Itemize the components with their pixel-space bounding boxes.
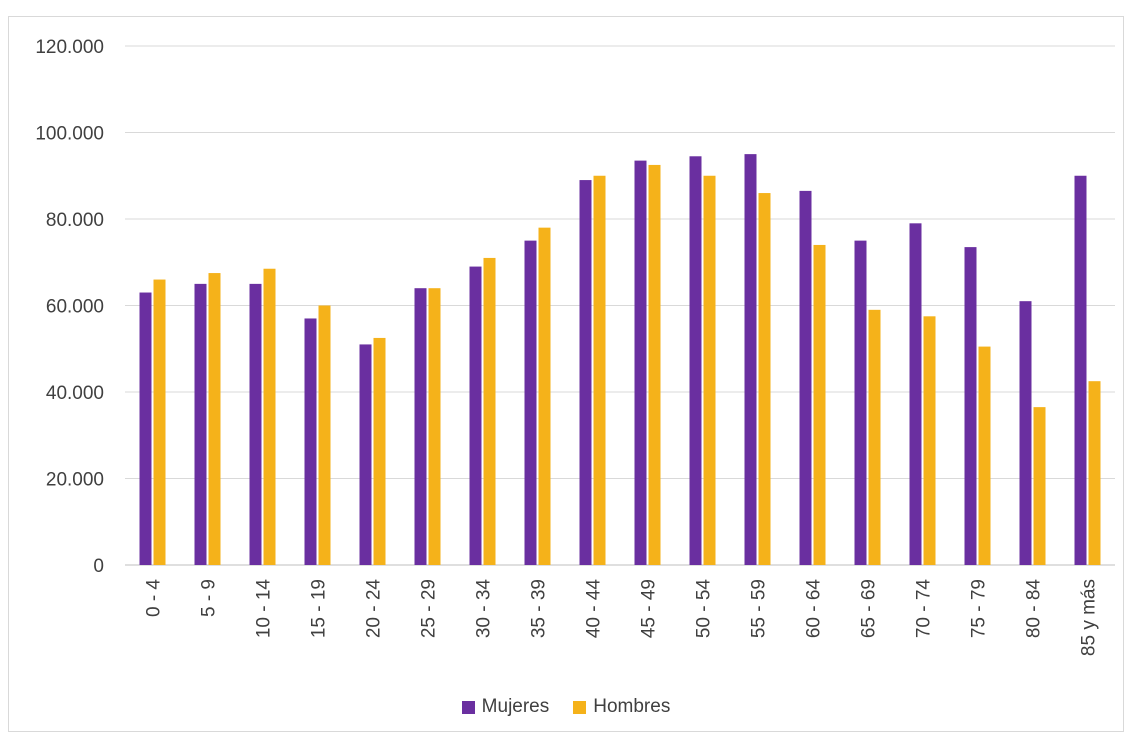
bar-mujeres [909,223,922,565]
bar-mujeres [744,154,757,565]
bar-hombres [868,309,881,565]
bar-hombres [1088,381,1101,565]
bar-hombres [428,288,441,565]
bar-mujeres [139,292,152,565]
x-tick-label: 70 - 74 [914,579,935,639]
legend-swatch-hombres [573,700,587,714]
x-tick-label: 80 - 84 [1024,579,1045,639]
y-tick-label: 80.000 [46,210,104,231]
bar-hombres [538,227,551,565]
legend-label-mujeres: Mujeres [481,696,550,717]
x-tick-label: 40 - 44 [584,579,605,639]
x-tick-label: 50 - 54 [694,579,715,639]
x-tick-label: 10 - 14 [254,579,275,639]
bar-mujeres [854,240,867,565]
legend-swatch-mujeres [461,700,475,714]
x-tick-label: 45 - 49 [639,579,660,638]
y-tick-label: 0 [93,556,104,577]
x-tick-label: 30 - 34 [474,579,495,639]
y-tick-label: 20.000 [46,470,104,491]
bar-hombres [153,279,166,565]
x-tick-label: 65 - 69 [859,579,880,638]
y-tick-label: 100.000 [35,124,104,145]
bar-hombres [923,316,936,565]
bar-hombres [483,257,496,565]
x-tick-label: 75 - 79 [969,579,990,638]
bar-hombres [1033,407,1046,565]
bar-mujeres [1019,301,1032,565]
bar-mujeres [799,190,812,565]
y-tick-label: 120.000 [35,37,104,58]
bar-mujeres [634,160,647,566]
bar-mujeres [194,283,207,565]
bar-hombres [593,175,606,565]
bar-mujeres [304,318,317,565]
bar-hombres [208,273,221,565]
bar-mujeres [469,266,482,565]
x-tick-label: 55 - 59 [749,579,770,638]
y-tick-label: 60.000 [46,297,104,318]
bar-mujeres [359,344,372,565]
x-tick-label: 85 y más [1079,579,1100,656]
x-tick-label: 0 - 4 [144,579,165,617]
legend-label-hombres: Hombres [593,696,671,717]
chart-frame [8,16,1124,732]
legend: Mujeres Hombres [0,696,1132,718]
bar-mujeres [249,283,262,565]
y-tick-label: 40.000 [46,383,104,404]
bar-mujeres [689,156,702,565]
x-tick-label: 25 - 29 [419,579,440,638]
bar-hombres [813,244,826,565]
bar-hombres [318,305,331,565]
legend-item-mujeres: Mujeres [461,696,550,718]
bar-hombres [373,337,386,565]
x-tick-label: 60 - 64 [804,579,825,639]
bar-mujeres [524,240,537,565]
legend-item-hombres: Hombres [573,696,670,718]
bar-mujeres [414,288,427,565]
x-tick-label: 5 - 9 [199,579,220,617]
bar-hombres [758,193,771,566]
bar-hombres [648,164,661,565]
bar-hombres [978,346,991,565]
bar-hombres [703,175,716,565]
x-tick-label: 15 - 19 [309,579,330,638]
bar-mujeres [579,180,592,565]
x-tick-label: 35 - 39 [529,579,550,638]
bar-mujeres [964,247,977,566]
bar-hombres [263,268,276,565]
x-tick-label: 20 - 24 [364,579,385,639]
bar-mujeres [1074,175,1087,565]
